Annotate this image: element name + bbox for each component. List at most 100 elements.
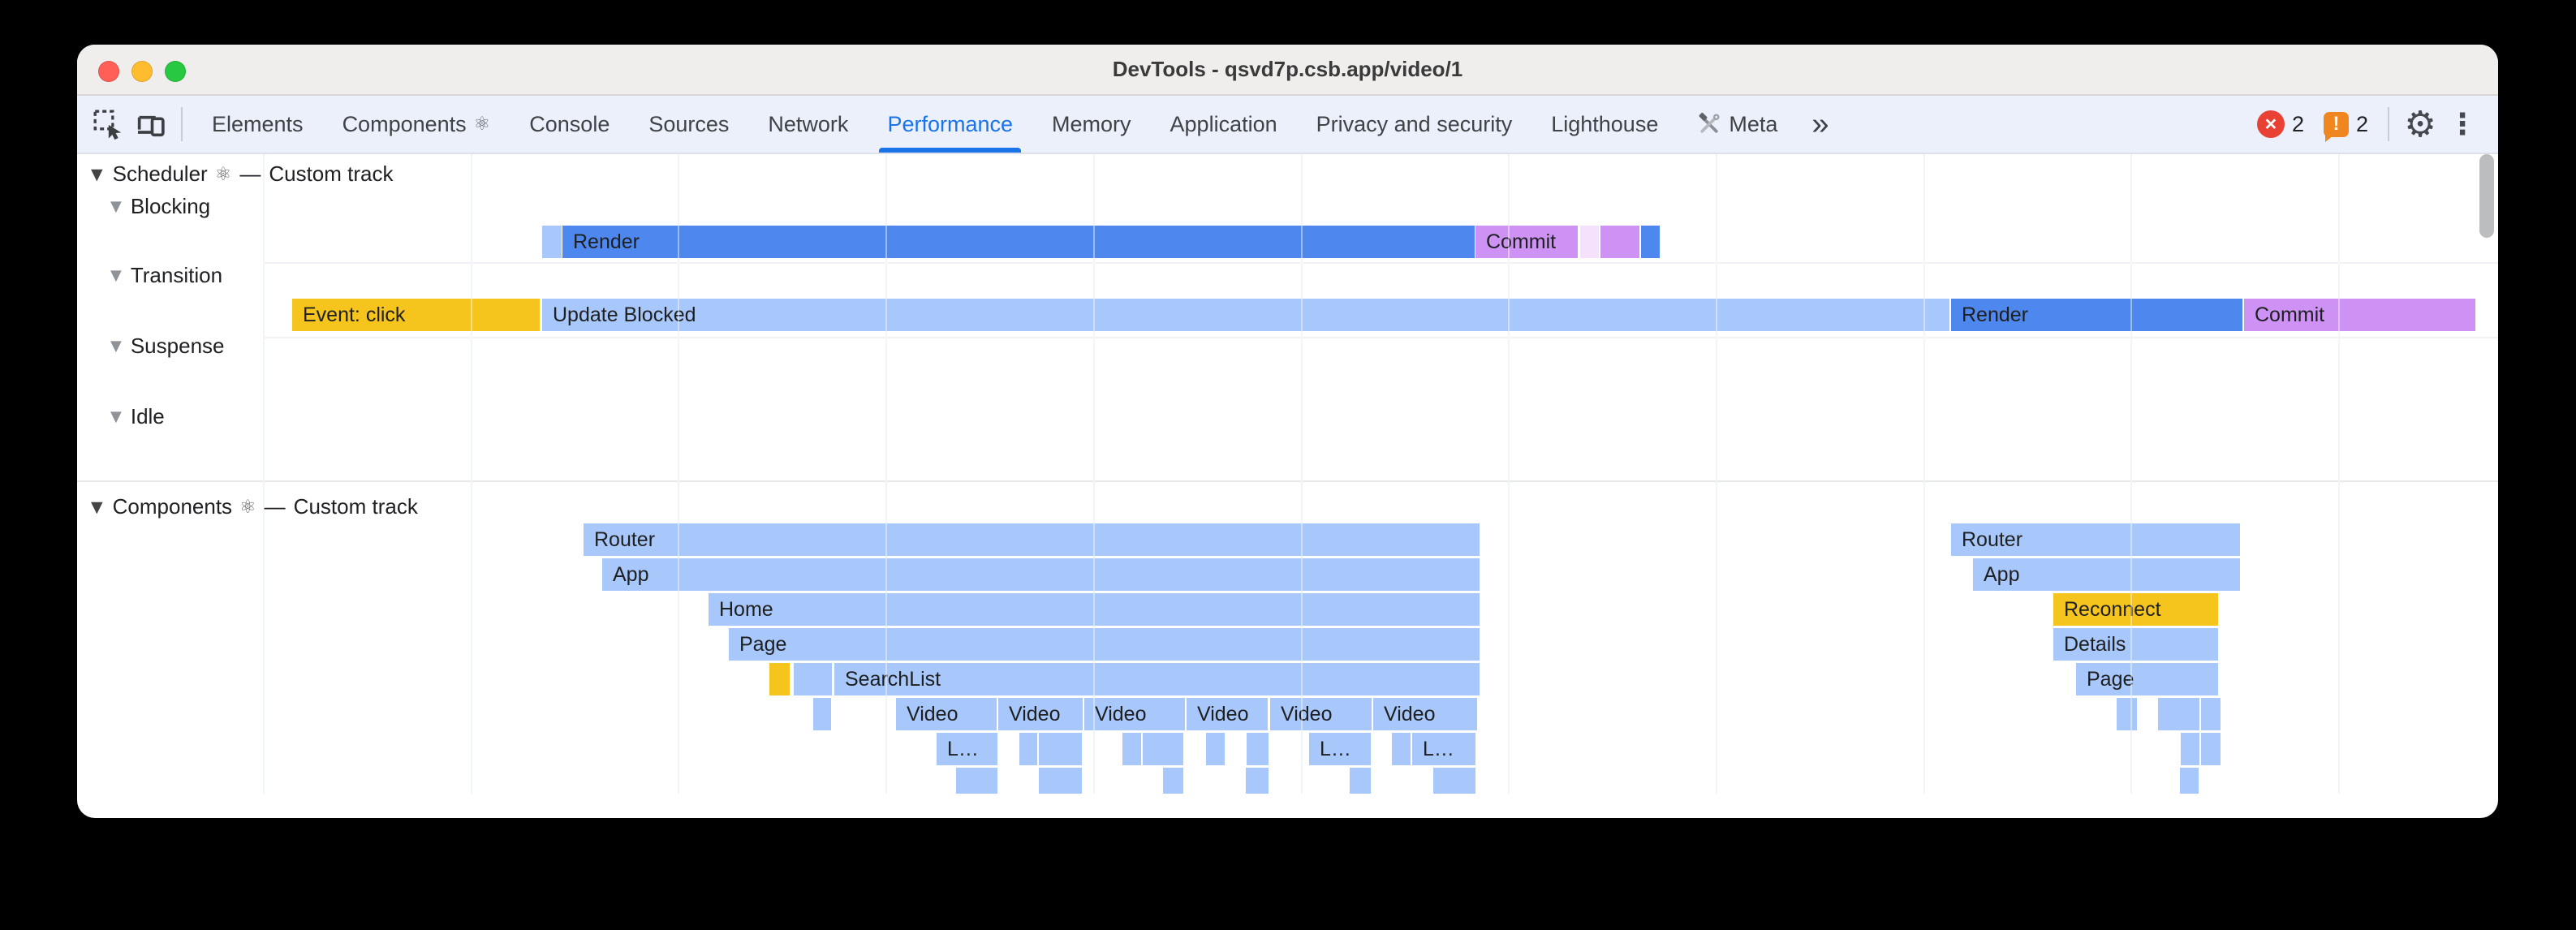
- tab-memory[interactable]: Memory: [1032, 96, 1151, 153]
- flame-bar[interactable]: [2201, 698, 2221, 730]
- flame-bar-commit[interactable]: Commit: [1475, 226, 1578, 258]
- flame-bar-event-click[interactable]: Event: click: [292, 299, 540, 331]
- inspect-element-icon[interactable]: [87, 101, 129, 147]
- tab-components[interactable]: Components ⚛: [323, 96, 510, 153]
- flame-bar[interactable]: [1019, 733, 1037, 765]
- flame-bar-video[interactable]: Video: [1187, 698, 1268, 730]
- row-label-idle[interactable]: ▼ Idle: [110, 404, 165, 428]
- tab-console[interactable]: Console: [510, 96, 629, 153]
- flame-bar-searchlist[interactable]: SearchList: [834, 663, 1480, 695]
- flame-bar-video[interactable]: Video: [1084, 698, 1185, 730]
- gridline: [2338, 154, 2340, 794]
- flame-bar-page[interactable]: Page: [729, 628, 1480, 661]
- tab-lighthouse[interactable]: Lighthouse: [1531, 96, 1678, 153]
- tab-meta[interactable]: Meta: [1678, 96, 1797, 153]
- tab-privacy-and-security[interactable]: Privacy and security: [1297, 96, 1532, 153]
- vertical-scrollbar-thumb[interactable]: [2479, 154, 2494, 238]
- track-header-scheduler[interactable]: ▼ Scheduler ⚛ — Custom track: [91, 161, 393, 187]
- flame-bar[interactable]: [1143, 733, 1183, 765]
- kebab-menu-icon[interactable]: ⋮: [2448, 107, 2477, 141]
- tab-network[interactable]: Network: [748, 96, 868, 153]
- flame-bar[interactable]: [2158, 698, 2199, 730]
- settings-gear-icon[interactable]: ⚙: [2404, 103, 2436, 145]
- flame-bar-update-blocked[interactable]: Update Blocked: [542, 299, 1949, 331]
- gridline: [471, 154, 472, 794]
- dash: —: [239, 161, 261, 186]
- flame-bar-render[interactable]: Render: [1951, 299, 2242, 331]
- gridline: [885, 154, 887, 794]
- react-atom-icon: ⚛: [239, 496, 256, 518]
- row-separator: [263, 262, 2498, 264]
- gridline: [678, 154, 679, 794]
- flame-bar-video[interactable]: Video: [1373, 698, 1477, 730]
- issue-count: 2: [2355, 111, 2368, 136]
- collapse-triangle-icon: ▼: [110, 338, 122, 355]
- flame-bar-router[interactable]: Router: [584, 523, 1480, 556]
- flame-bar-home[interactable]: Home: [709, 593, 1480, 626]
- gridline: [1508, 154, 1510, 794]
- flame-bar[interactable]: [1600, 226, 1639, 258]
- flame-bar-details[interactable]: Details: [2053, 628, 2218, 661]
- flame-bar[interactable]: [1641, 226, 1660, 258]
- tab-performance[interactable]: Performance: [868, 96, 1032, 153]
- flame-bar[interactable]: [769, 663, 790, 695]
- track-subtitle: Custom track: [293, 494, 418, 519]
- flame-bar-video[interactable]: Video: [998, 698, 1083, 730]
- flame-bar-commit[interactable]: Commit: [2244, 299, 2475, 331]
- flame-bar[interactable]: [1392, 733, 1411, 765]
- row-label-transition[interactable]: ▼ Transition: [110, 263, 223, 287]
- flame-bar[interactable]: [2180, 768, 2199, 794]
- flame-bar-l[interactable]: L…: [1309, 733, 1371, 765]
- flame-bar[interactable]: [2201, 733, 2221, 765]
- flame-bar-reconnect[interactable]: Reconnect: [2053, 593, 2218, 626]
- tab-application[interactable]: Application: [1151, 96, 1297, 153]
- flame-bar-app[interactable]: App: [1973, 558, 2240, 591]
- gridline: [678, 154, 679, 794]
- flame-bar[interactable]: [1039, 768, 1082, 794]
- flame-bar[interactable]: [1580, 226, 1599, 258]
- tab-elements[interactable]: Elements: [192, 96, 323, 153]
- device-toolbar-icon[interactable]: [129, 101, 171, 147]
- flame-bar-page[interactable]: Page: [2076, 663, 2218, 695]
- issue-warning-icon: !: [2323, 111, 2349, 142]
- tab-label: Network: [768, 111, 849, 136]
- close-button[interactable]: [98, 61, 119, 82]
- flame-bar[interactable]: [1246, 768, 1269, 794]
- gridline: [885, 154, 887, 794]
- flame-bar[interactable]: [1206, 733, 1225, 765]
- flame-bar[interactable]: [813, 698, 831, 730]
- flame-bar-render[interactable]: Render: [562, 226, 1475, 258]
- more-tabs-chevron-icon[interactable]: »: [1811, 106, 1829, 141]
- flame-bar[interactable]: [542, 226, 562, 258]
- flame-bar[interactable]: [2181, 733, 2199, 765]
- flame-bar-app[interactable]: App: [602, 558, 1480, 591]
- track-title: Scheduler: [112, 161, 208, 186]
- track-header-components[interactable]: ▼ Components ⚛ — Custom track: [91, 494, 418, 519]
- flame-bar[interactable]: [1163, 768, 1183, 794]
- flame-bar[interactable]: [956, 768, 997, 794]
- flame-bar[interactable]: [1039, 733, 1082, 765]
- issues-badge[interactable]: ! 2: [2323, 111, 2368, 142]
- tab-sources[interactable]: Sources: [629, 96, 748, 153]
- flame-bar-l[interactable]: L…: [1412, 733, 1475, 765]
- flame-bar[interactable]: [2117, 698, 2137, 730]
- flame-bar-video[interactable]: Video: [896, 698, 997, 730]
- minimize-button[interactable]: [131, 61, 153, 82]
- flame-bar[interactable]: [1247, 733, 1269, 765]
- flame-bar[interactable]: [1433, 768, 1475, 794]
- tab-label: Performance: [887, 111, 1014, 136]
- flame-bar[interactable]: [1350, 768, 1371, 794]
- gridline: [1716, 154, 1717, 794]
- zoom-button[interactable]: [165, 61, 186, 82]
- flame-bar-l[interactable]: L…: [937, 733, 997, 765]
- row-label-suspense[interactable]: ▼ Suspense: [110, 334, 225, 358]
- flame-bar[interactable]: [794, 663, 832, 695]
- toolbar-divider: [2388, 107, 2389, 141]
- error-badge[interactable]: × 2: [2256, 110, 2304, 138]
- track-subtitle: Custom track: [269, 161, 394, 186]
- flame-bar-video[interactable]: Video: [1270, 698, 1372, 730]
- performance-flame-chart[interactable]: Render Commit Event: click Update Blocked Re…: [77, 154, 2498, 794]
- flame-bar-router[interactable]: Router: [1951, 523, 2240, 556]
- flame-bar[interactable]: [1122, 733, 1141, 765]
- row-label-blocking[interactable]: ▼ Blocking: [110, 194, 211, 218]
